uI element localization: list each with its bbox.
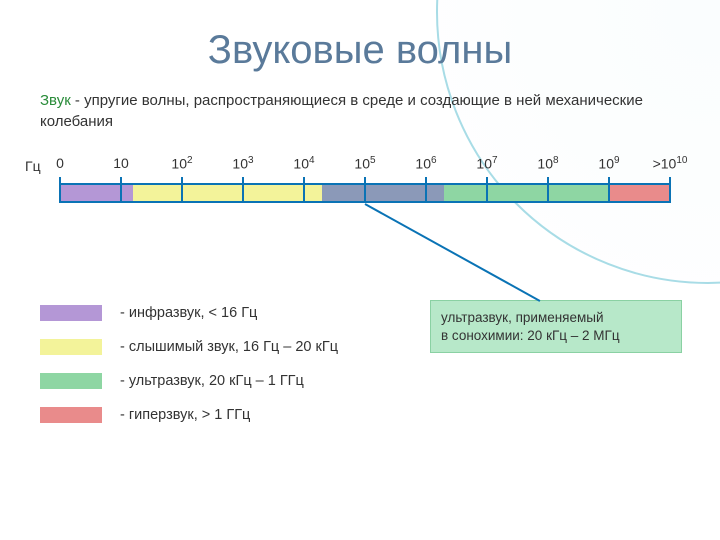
scale-tick-label: 0	[56, 155, 64, 171]
scale-segment	[609, 185, 670, 201]
frequency-scale: 010102103104105106107108109>1010	[60, 155, 670, 225]
scale-tick	[303, 177, 305, 203]
scale-tick-label: 107	[476, 155, 497, 172]
scale-tick	[59, 177, 61, 203]
legend-row: - инфразвук, < 16 Гц	[40, 305, 338, 321]
legend-swatch	[40, 373, 102, 389]
callout-line2: в сонохимии: 20 кГц – 2 МГц	[441, 327, 671, 345]
callout-sonochemistry: ультразвук, применяемый в сонохимии: 20 …	[430, 300, 682, 353]
scale-tick	[425, 177, 427, 203]
scale-tick	[120, 177, 122, 203]
legend-label: - слышимый звук, 16 Гц – 20 кГц	[120, 339, 338, 355]
callout-line1: ультразвук, применяемый	[441, 309, 671, 327]
legend-label: - гиперзвук, > 1 ГГц	[120, 407, 250, 423]
scale-tick	[242, 177, 244, 203]
scale-tick-label: 102	[171, 155, 192, 172]
scale-tick-label: >1010	[653, 155, 688, 172]
scale-tick-label: 109	[598, 155, 619, 172]
definition-rest: - упругие волны, распространяющиеся в ср…	[40, 92, 643, 130]
legend-row: - ультразвук, 20 кГц – 1 ГГц	[40, 373, 338, 389]
scale-tick	[486, 177, 488, 203]
scale-segment	[444, 185, 609, 201]
scale-tick	[669, 177, 671, 203]
scale-tick-label: 104	[293, 155, 314, 172]
page-title: Звуковые волны	[0, 28, 720, 73]
scale-tick	[364, 177, 366, 203]
legend-label: - ультразвук, 20 кГц – 1 ГГц	[120, 373, 304, 389]
axis-unit-label: Гц	[25, 158, 41, 174]
scale-segment	[133, 185, 322, 201]
scale-tick-label: 10	[113, 155, 129, 171]
scale-tick	[547, 177, 549, 203]
legend-row: - гиперзвук, > 1 ГГц	[40, 407, 338, 423]
scale-tick-label: 106	[415, 155, 436, 172]
scale-tick-label: 108	[537, 155, 558, 172]
scale-segment	[60, 185, 133, 201]
scale-tick-label: 105	[354, 155, 375, 172]
legend-swatch	[40, 339, 102, 355]
legend-row: - слышимый звук, 16 Гц – 20 кГц	[40, 339, 338, 355]
definition-term: Звук	[40, 92, 71, 109]
scale-tick-label: 103	[232, 155, 253, 172]
legend-swatch	[40, 305, 102, 321]
legend-swatch	[40, 407, 102, 423]
scale-tick	[608, 177, 610, 203]
scale-tick	[181, 177, 183, 203]
legend-label: - инфразвук, < 16 Гц	[120, 305, 257, 321]
legend: - инфразвук, < 16 Гц - слышимый звук, 16 …	[40, 305, 338, 441]
definition-text: Звук - упругие волны, распространяющиеся…	[40, 90, 680, 132]
